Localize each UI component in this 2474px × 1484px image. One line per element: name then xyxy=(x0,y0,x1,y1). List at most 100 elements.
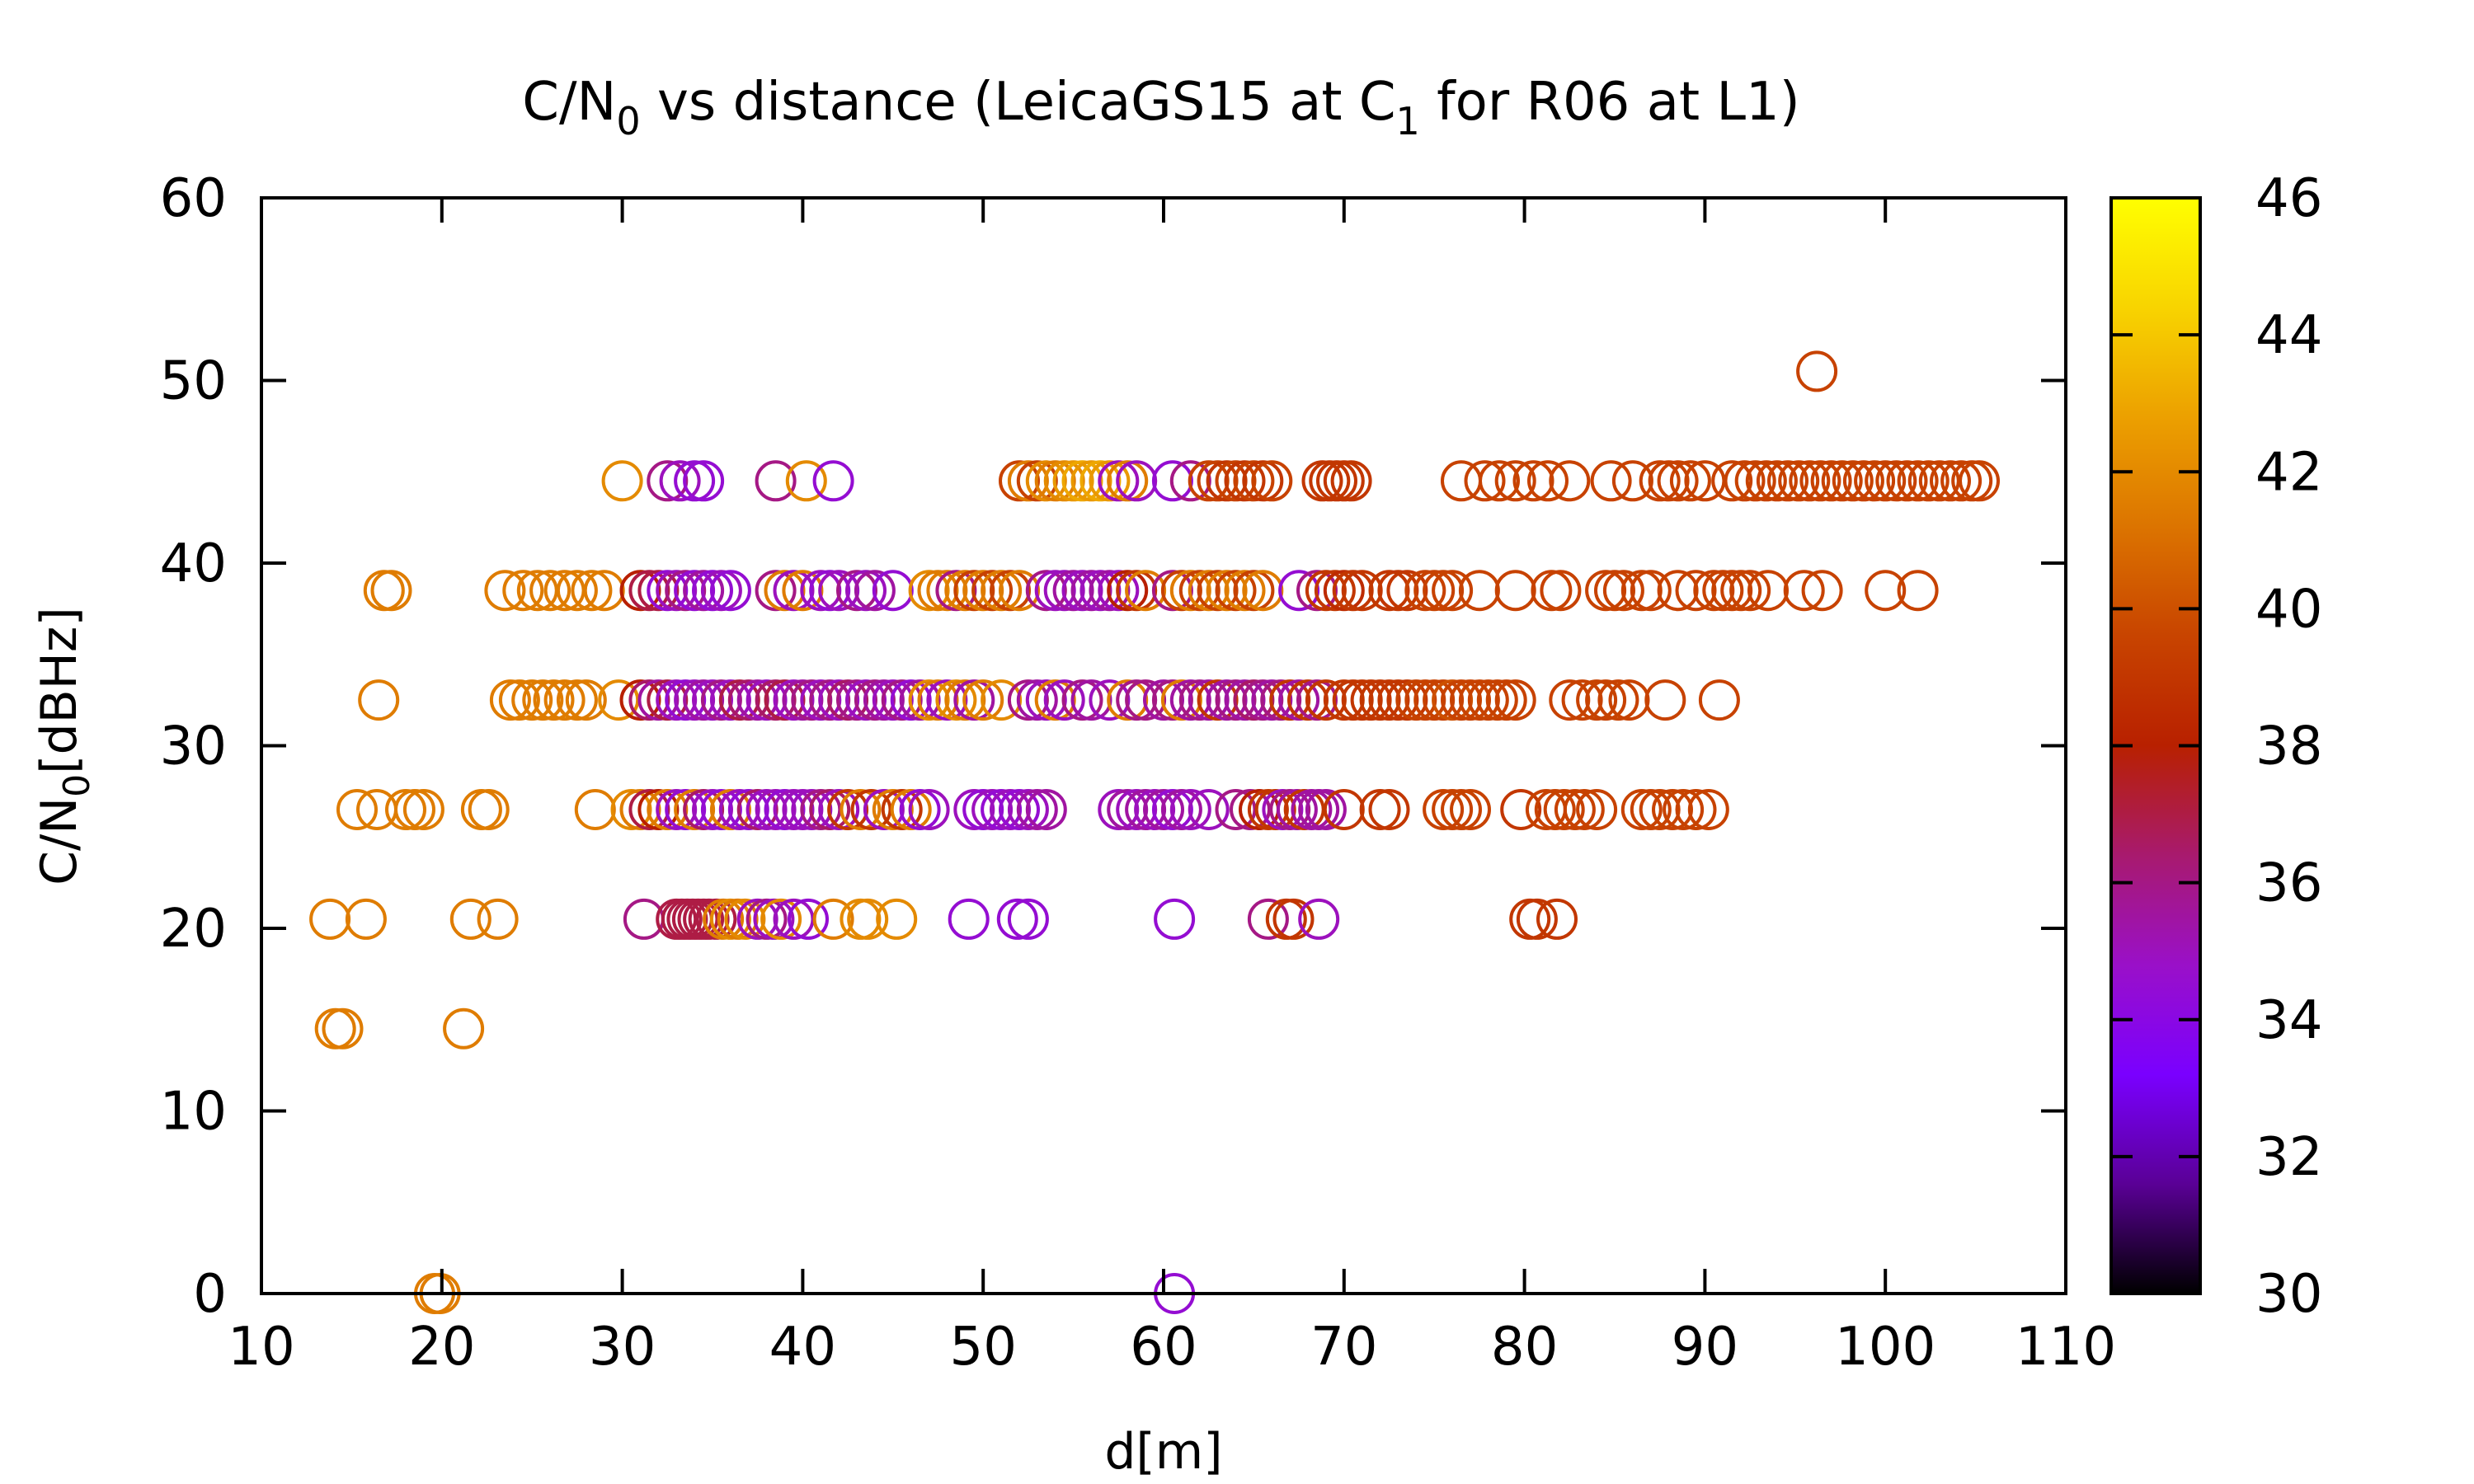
data-point xyxy=(1747,570,1789,612)
y-tick-label: 20 xyxy=(160,899,227,960)
data-point xyxy=(764,570,806,612)
data-point xyxy=(981,679,1023,721)
data-point xyxy=(1608,679,1650,721)
data-point xyxy=(935,570,977,612)
data-point xyxy=(498,679,540,721)
data-point xyxy=(309,898,351,940)
data-point xyxy=(872,789,914,830)
data-point xyxy=(1107,570,1149,612)
data-point xyxy=(1702,570,1744,612)
data-point xyxy=(818,679,860,721)
data-point xyxy=(1377,679,1419,721)
data-point xyxy=(1711,460,1753,502)
data-point xyxy=(1323,570,1365,612)
data-point xyxy=(899,789,941,830)
data-point xyxy=(827,789,869,830)
data-point xyxy=(1563,789,1605,830)
data-point xyxy=(999,460,1040,502)
data-point xyxy=(1043,679,1085,721)
data-point xyxy=(529,570,571,612)
data-point xyxy=(1178,570,1221,612)
data-point xyxy=(1061,570,1103,612)
colorbar-tick-label: 32 xyxy=(2255,1127,2322,1188)
data-point xyxy=(1070,460,1112,502)
data-point xyxy=(1500,789,1542,830)
data-point xyxy=(1657,570,1699,612)
data-point xyxy=(692,679,733,721)
data-point xyxy=(628,570,670,612)
data-point xyxy=(1464,460,1506,502)
data-point xyxy=(1052,570,1094,612)
data-point xyxy=(692,789,733,830)
data-point xyxy=(1098,789,1140,830)
data-point xyxy=(1675,570,1717,612)
data-point xyxy=(1034,460,1076,502)
data-point xyxy=(516,570,558,612)
data-point xyxy=(1233,679,1275,721)
data-point xyxy=(1272,898,1315,940)
x-tick-label: 80 xyxy=(1491,1317,1558,1378)
data-point xyxy=(944,570,986,612)
x-tick-label: 70 xyxy=(1310,1317,1377,1378)
data-point xyxy=(1745,460,1787,502)
data-point xyxy=(755,789,797,830)
x-tick-label: 50 xyxy=(949,1317,1016,1378)
data-point xyxy=(1215,679,1257,721)
data-point xyxy=(1188,570,1230,612)
data-point xyxy=(1169,789,1211,830)
data-point xyxy=(1330,460,1372,502)
data-point xyxy=(962,570,1004,612)
data-point xyxy=(908,570,950,612)
data-point xyxy=(556,679,598,721)
data-point xyxy=(1886,460,1928,502)
data-point xyxy=(1413,679,1456,721)
data-point xyxy=(890,679,932,721)
data-point xyxy=(1016,679,1058,721)
x-tick-label: 20 xyxy=(408,1317,475,1378)
data-point xyxy=(881,789,923,830)
data-point xyxy=(656,789,698,830)
data-point xyxy=(1476,679,1518,721)
data-point xyxy=(647,789,689,830)
data-point xyxy=(1724,460,1766,502)
data-point xyxy=(1154,898,1196,940)
data-point xyxy=(1034,570,1076,612)
data-point xyxy=(840,789,882,830)
y-tick-label: 50 xyxy=(160,351,227,412)
data-point xyxy=(999,789,1040,830)
data-point xyxy=(1404,679,1446,721)
data-point xyxy=(1332,570,1374,612)
x-tick-label: 10 xyxy=(228,1317,294,1378)
data-point xyxy=(1611,460,1653,502)
data-point xyxy=(1215,789,1257,830)
data-point xyxy=(647,679,689,721)
data-point xyxy=(908,789,950,830)
data-point xyxy=(1540,570,1582,612)
data-point xyxy=(1359,789,1401,830)
data-point xyxy=(1527,460,1569,502)
data-point xyxy=(1332,679,1374,721)
data-point xyxy=(1485,679,1527,721)
data-point xyxy=(700,570,742,612)
data-point xyxy=(827,679,869,721)
data-point xyxy=(533,679,575,721)
data-point xyxy=(1188,460,1230,502)
data-point xyxy=(1116,460,1158,502)
data-point xyxy=(656,679,698,721)
data-point xyxy=(990,789,1031,830)
chart-title: C/N0 vs distance (LeicaGS15 at C1 for R0… xyxy=(522,72,1799,143)
data-point xyxy=(619,789,661,830)
data-point xyxy=(1323,789,1365,830)
data-point xyxy=(1711,570,1753,612)
data-point xyxy=(1169,570,1211,612)
colorbar-tick-label: 38 xyxy=(2255,716,2322,777)
data-point xyxy=(336,789,378,830)
data-point xyxy=(1585,679,1627,721)
data-point xyxy=(1025,570,1067,612)
data-point xyxy=(502,570,544,612)
data-point xyxy=(1386,570,1428,612)
data-point xyxy=(574,789,616,830)
data-point xyxy=(953,789,995,830)
data-point xyxy=(1188,679,1230,721)
data-point xyxy=(1368,789,1410,830)
